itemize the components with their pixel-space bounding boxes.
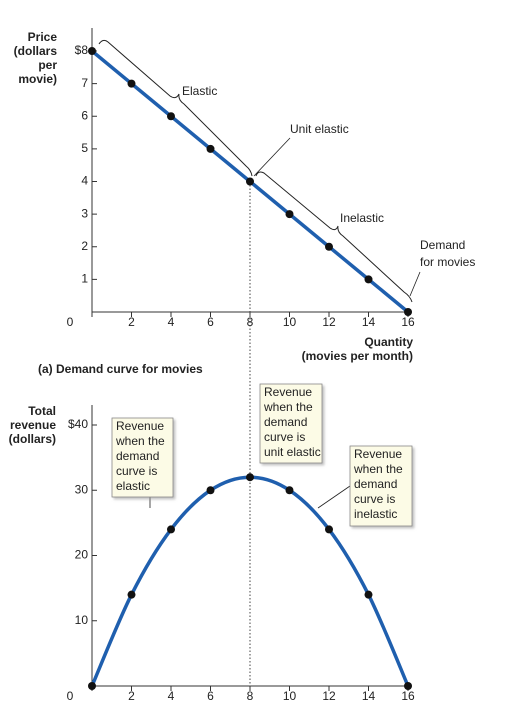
- y-axis-label: Price: [28, 30, 58, 44]
- y-tick-label: 20: [75, 548, 89, 562]
- y-axis-label: (dollars): [9, 432, 56, 446]
- annotation: Revenue: [264, 385, 312, 399]
- x-tick-label: 6: [207, 689, 214, 703]
- x-tick-label: 8: [247, 689, 254, 703]
- y-axis-label: revenue: [10, 418, 56, 432]
- y-axis-label: (dollars: [14, 44, 58, 58]
- annotation: Revenue: [354, 447, 402, 461]
- annotation: Revenue: [116, 419, 164, 433]
- x-tick-label: 0: [67, 689, 74, 703]
- data-point: [167, 525, 175, 534]
- data-point: [88, 682, 96, 690]
- x-tick-label: 10: [283, 689, 297, 703]
- elastic-brace: [98, 39, 253, 177]
- y-tick-label: $8: [75, 43, 89, 57]
- y-tick-label: 3: [81, 206, 88, 220]
- x-tick-label: 12: [322, 689, 336, 703]
- data-point: [246, 177, 254, 186]
- x-tick-label: 0: [67, 315, 74, 329]
- y-tick-label: 1: [81, 272, 88, 286]
- data-point: [167, 112, 175, 121]
- x-tick-label: 16: [401, 689, 415, 703]
- annotation-box: [349, 445, 413, 527]
- annotation: unit elastic: [264, 445, 321, 459]
- leader-line: [317, 485, 351, 509]
- annotation: Unit elastic: [290, 122, 349, 136]
- x-tick-label: 14: [362, 315, 376, 329]
- leader-line: [253, 137, 291, 177]
- data-point: [404, 682, 412, 690]
- x-tick-label: 4: [168, 315, 175, 329]
- leader-line: [409, 271, 421, 297]
- data-point: [127, 590, 136, 599]
- x-axis-label: (movies per month): [302, 349, 413, 363]
- x-tick-label: 2: [128, 315, 135, 329]
- y-axis-label: per: [38, 58, 57, 72]
- annotation: when the: [263, 400, 313, 414]
- y-axis-label: movie): [18, 72, 57, 86]
- data-point: [285, 486, 294, 495]
- x-tick-label: 6: [207, 315, 214, 329]
- annotation: demand: [116, 449, 159, 463]
- y-tick-label: 7: [81, 76, 88, 90]
- y-tick-label: 6: [81, 108, 88, 122]
- data-point: [127, 79, 136, 88]
- y-tick-label: 4: [81, 174, 88, 188]
- data-point: [206, 144, 215, 153]
- y-tick-label: 2: [81, 239, 88, 253]
- annotation: curve is: [354, 492, 395, 506]
- caption: (a) Demand curve for movies: [38, 362, 203, 376]
- data-point: [246, 473, 254, 482]
- annotation-box: [259, 383, 323, 464]
- x-tick-label: 14: [362, 689, 376, 703]
- y-tick-label: $40: [68, 417, 88, 431]
- y-tick-label: 30: [75, 482, 89, 496]
- annotation: Demand: [420, 238, 465, 252]
- annotation: demand: [354, 477, 397, 491]
- inelastic-brace: [255, 171, 413, 303]
- data-point: [364, 590, 373, 599]
- data-point: [325, 525, 333, 534]
- data-point: [285, 210, 294, 219]
- annotation: demand: [264, 415, 307, 429]
- annotation: Elastic: [182, 84, 217, 98]
- data-point: [364, 275, 373, 284]
- x-tick-label: 10: [283, 315, 297, 329]
- annotation: curve is: [116, 464, 157, 478]
- annotation: for movies: [420, 255, 475, 269]
- x-tick-label: 12: [322, 315, 336, 329]
- y-tick-label: 5: [81, 141, 88, 155]
- annotation: elastic: [116, 479, 150, 493]
- data-point: [206, 486, 215, 495]
- data-point: [325, 242, 333, 251]
- annotation-box: [111, 417, 174, 498]
- annotation: curve is: [264, 430, 305, 444]
- annotation: Inelastic: [340, 211, 384, 225]
- annotation: when the: [353, 462, 403, 476]
- data-point: [404, 308, 412, 316]
- y-tick-label: 10: [75, 613, 89, 627]
- x-tick-label: 2: [128, 689, 135, 703]
- annotation: inelastic: [354, 507, 397, 521]
- y-axis-label: Total: [28, 404, 56, 418]
- x-tick-label: 16: [401, 315, 415, 329]
- data-point: [88, 47, 96, 55]
- x-axis-label: Quantity: [364, 335, 413, 349]
- annotation: when the: [115, 434, 165, 448]
- x-tick-label: 4: [168, 689, 175, 703]
